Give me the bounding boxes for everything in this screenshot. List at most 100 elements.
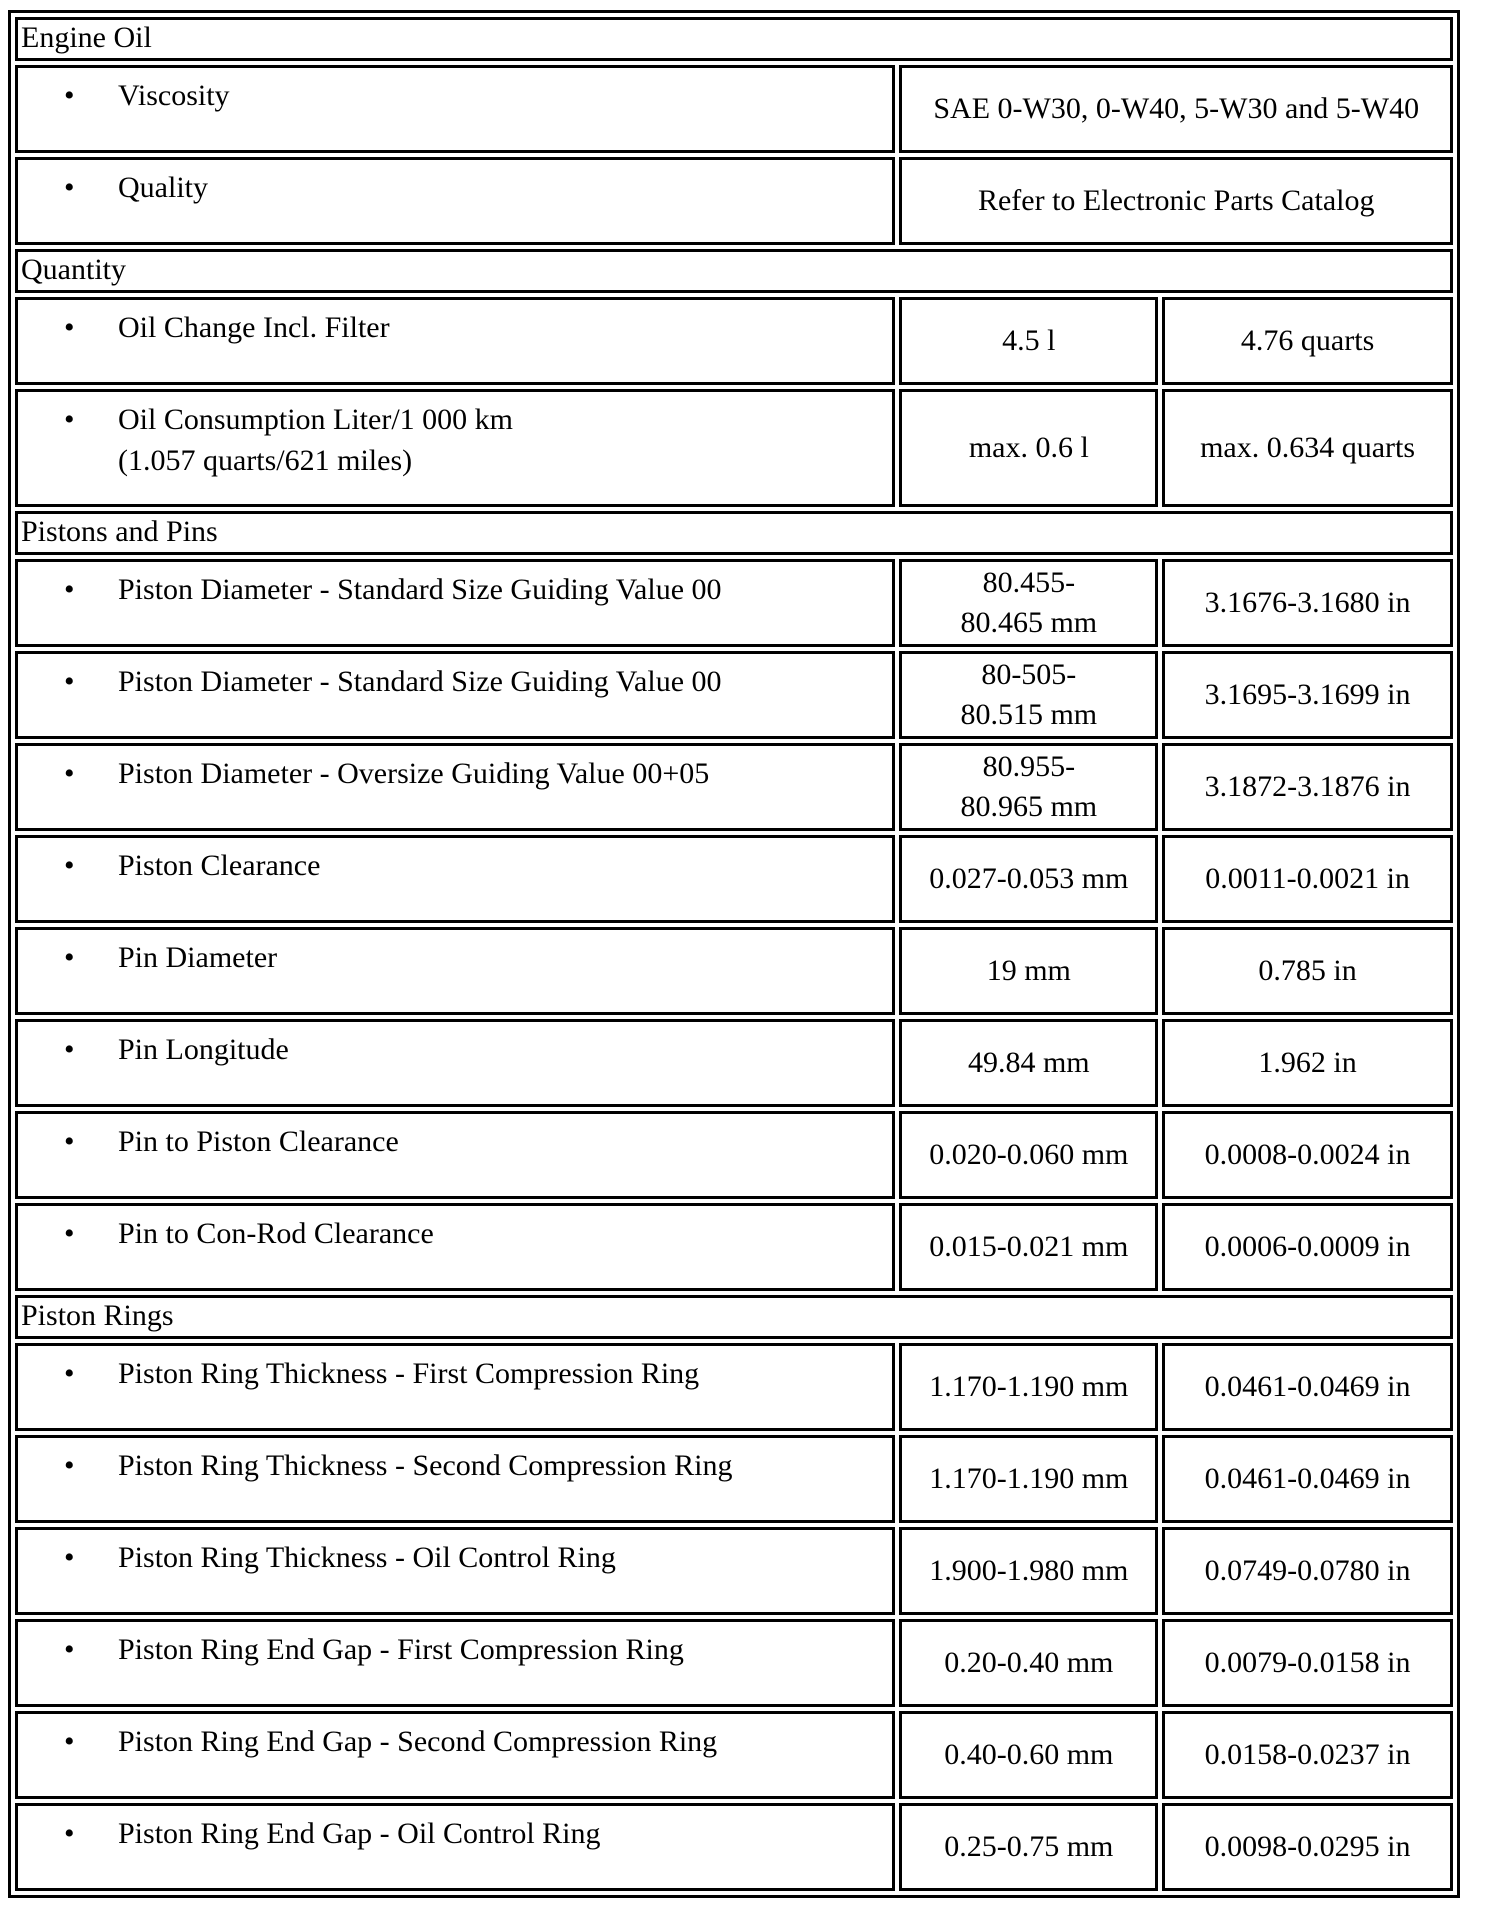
value-metric-cell: 19 mm — [899, 927, 1159, 1015]
section-header-engine-oil: Engine Oil — [15, 17, 1453, 61]
value-imperial-cell: max. 0.634 quarts — [1162, 389, 1453, 507]
row-label: Oil Consumption Liter/1 000 km (1.057 qu… — [118, 403, 513, 477]
value-imperial-cell: 0.785 in — [1162, 927, 1453, 1015]
row-pin-longitude: • Pin Longitude 49.84 mm 1.962 in — [15, 1019, 1453, 1107]
row-pin-to-piston-clearance: • Pin to Piston Clearance 0.020-0.060 mm… — [15, 1111, 1453, 1199]
value-metric-cell: 80.455- 80.465 mm — [899, 559, 1159, 647]
row-label-cell: • Piston Ring Thickness - Second Compres… — [15, 1435, 896, 1523]
row-ring-thickness-second-compression: • Piston Ring Thickness - Second Compres… — [15, 1435, 1453, 1523]
row-label-cell: • Piston Ring Thickness - Oil Control Ri… — [15, 1527, 896, 1615]
row-label-cell: • Piston Ring End Gap - Second Compressi… — [15, 1711, 896, 1799]
value-imperial-cell: 0.0158-0.0237 in — [1162, 1711, 1453, 1799]
row-label-cell: • Pin to Con-Rod Clearance — [15, 1203, 896, 1291]
bullet-icon: • — [64, 757, 75, 790]
value-cell: Refer to Electronic Parts Catalog — [899, 157, 1453, 245]
section-header-label: Pistons and Pins — [15, 511, 1453, 555]
value-imperial-cell: 0.0006-0.0009 in — [1162, 1203, 1453, 1291]
value-metric-cell: 49.84 mm — [899, 1019, 1159, 1107]
row-label-cell: • Piston Ring Thickness - First Compress… — [15, 1343, 896, 1431]
row-label: Piston Ring Thickness - Oil Control Ring — [118, 1541, 616, 1574]
row-label: Piston Ring Thickness - First Compressio… — [118, 1357, 700, 1390]
value-metric-cell: 0.25-0.75 mm — [899, 1803, 1159, 1891]
bullet-icon: • — [64, 79, 75, 112]
row-label-cell: • Piston Diameter - Standard Size Guidin… — [15, 651, 896, 739]
value-metric-cell: 4.5 l — [899, 297, 1159, 385]
row-ring-end-gap-oil-control: • Piston Ring End Gap - Oil Control Ring… — [15, 1803, 1453, 1891]
value-imperial-cell: 0.0461-0.0469 in — [1162, 1435, 1453, 1523]
row-label: Quality — [118, 171, 208, 204]
bullet-icon: • — [64, 1725, 75, 1758]
row-pin-diameter: • Pin Diameter 19 mm 0.785 in — [15, 927, 1453, 1015]
bullet-icon: • — [64, 1217, 75, 1250]
value-metric-cell: 1.170-1.190 mm — [899, 1435, 1159, 1523]
row-oil-consumption: • Oil Consumption Liter/1 000 km (1.057 … — [15, 389, 1453, 507]
row-label-cell: • Piston Ring End Gap - Oil Control Ring — [15, 1803, 896, 1891]
bullet-icon: • — [64, 1817, 75, 1850]
row-ring-end-gap-first-compression: • Piston Ring End Gap - First Compressio… — [15, 1619, 1453, 1707]
value-imperial-cell: 0.0098-0.0295 in — [1162, 1803, 1453, 1891]
row-piston-diameter-standard-00-b: • Piston Diameter - Standard Size Guidin… — [15, 651, 1453, 739]
value-imperial-cell: 0.0461-0.0469 in — [1162, 1343, 1453, 1431]
bullet-icon: • — [64, 573, 75, 606]
row-label: Pin to Con-Rod Clearance — [118, 1217, 434, 1250]
row-label-cell: • Oil Consumption Liter/1 000 km (1.057 … — [15, 389, 896, 507]
value-metric-cell: 80-505- 80.515 mm — [899, 651, 1159, 739]
bullet-icon: • — [64, 1633, 75, 1666]
row-label-cell: • Pin Longitude — [15, 1019, 896, 1107]
row-piston-diameter-oversize: • Piston Diameter - Oversize Guiding Val… — [15, 743, 1453, 831]
engine-specs-table: Engine Oil • Viscosity SAE 0-W30, 0-W40,… — [8, 10, 1460, 1898]
value-metric-cell: 0.020-0.060 mm — [899, 1111, 1159, 1199]
value-imperial-cell: 0.0749-0.0780 in — [1162, 1527, 1453, 1615]
row-label: Piston Diameter - Standard Size Guiding … — [118, 573, 722, 606]
row-viscosity: • Viscosity SAE 0-W30, 0-W40, 5-W30 and … — [15, 65, 1453, 153]
row-label-cell: • Piston Ring End Gap - First Compressio… — [15, 1619, 896, 1707]
value-metric-cell: 0.20-0.40 mm — [899, 1619, 1159, 1707]
value-imperial-cell: 0.0011-0.0021 in — [1162, 835, 1453, 923]
row-piston-diameter-standard-00-a: • Piston Diameter - Standard Size Guidin… — [15, 559, 1453, 647]
bullet-icon: • — [64, 1541, 75, 1574]
row-label: Oil Change Incl. Filter — [118, 311, 390, 344]
value-metric-cell: max. 0.6 l — [899, 389, 1159, 507]
value-imperial-cell: 0.0079-0.0158 in — [1162, 1619, 1453, 1707]
row-ring-thickness-first-compression: • Piston Ring Thickness - First Compress… — [15, 1343, 1453, 1431]
section-header-pistons-and-pins: Pistons and Pins — [15, 511, 1453, 555]
bullet-icon: • — [64, 1125, 75, 1158]
value-imperial-cell: 3.1676-3.1680 in — [1162, 559, 1453, 647]
section-header-label: Engine Oil — [15, 17, 1453, 61]
value-imperial-cell: 4.76 quarts — [1162, 297, 1453, 385]
row-label-cell: • Quality — [15, 157, 896, 245]
row-label-cell: • Pin to Piston Clearance — [15, 1111, 896, 1199]
row-label: Piston Diameter - Oversize Guiding Value… — [118, 757, 710, 790]
bullet-icon: • — [64, 849, 75, 882]
row-label-cell: • Oil Change Incl. Filter — [15, 297, 896, 385]
value-metric-cell: 80.955- 80.965 mm — [899, 743, 1159, 831]
bullet-icon: • — [64, 1033, 75, 1066]
bullet-icon: • — [64, 1449, 75, 1482]
row-label: Piston Ring Thickness - Second Compressi… — [118, 1449, 733, 1482]
value-imperial-cell: 0.0008-0.0024 in — [1162, 1111, 1453, 1199]
row-label: Piston Ring End Gap - Second Compression… — [118, 1725, 718, 1758]
row-label-cell: • Piston Clearance — [15, 835, 896, 923]
bullet-icon: • — [64, 403, 75, 436]
row-oil-change: • Oil Change Incl. Filter 4.5 l 4.76 qua… — [15, 297, 1453, 385]
row-label-cell: • Piston Diameter - Standard Size Guidin… — [15, 559, 896, 647]
value-metric-cell: 1.170-1.190 mm — [899, 1343, 1159, 1431]
value-imperial-cell: 1.962 in — [1162, 1019, 1453, 1107]
row-label-cell: • Pin Diameter — [15, 927, 896, 1015]
value-cell: SAE 0-W30, 0-W40, 5-W30 and 5-W40 — [899, 65, 1453, 153]
value-imperial-cell: 3.1695-3.1699 in — [1162, 651, 1453, 739]
bullet-icon: • — [64, 311, 75, 344]
row-label: Piston Ring End Gap - First Compression … — [118, 1633, 684, 1666]
row-ring-end-gap-second-compression: • Piston Ring End Gap - Second Compressi… — [15, 1711, 1453, 1799]
row-label: Pin Diameter — [118, 941, 278, 974]
bullet-icon: • — [64, 1357, 75, 1390]
value-imperial-cell: 3.1872-3.1876 in — [1162, 743, 1453, 831]
row-label: Pin Longitude — [118, 1033, 289, 1066]
bullet-icon: • — [64, 941, 75, 974]
row-label: Viscosity — [118, 79, 230, 112]
section-header-quantity: Quantity — [15, 249, 1453, 293]
section-header-piston-rings: Piston Rings — [15, 1295, 1453, 1339]
row-pin-to-con-rod-clearance: • Pin to Con-Rod Clearance 0.015-0.021 m… — [15, 1203, 1453, 1291]
section-header-label: Piston Rings — [15, 1295, 1453, 1339]
value-metric-cell: 0.015-0.021 mm — [899, 1203, 1159, 1291]
